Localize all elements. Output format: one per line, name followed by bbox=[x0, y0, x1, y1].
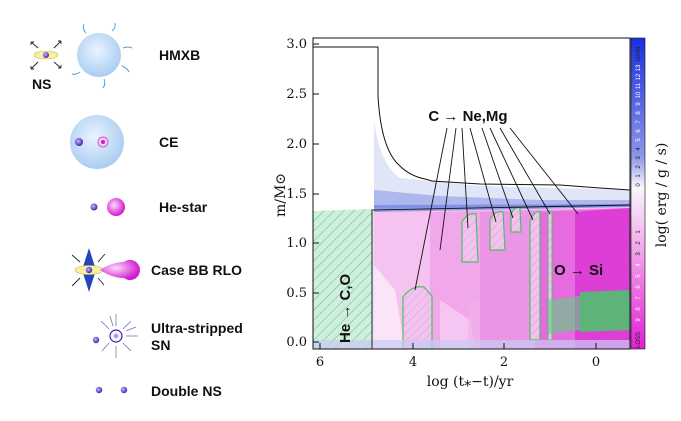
colorbar-tick-label: 13 bbox=[636, 64, 642, 71]
y-tick-label: 2.0 bbox=[286, 137, 307, 152]
legend-label-ce: CE bbox=[159, 134, 178, 150]
case-bb-rlo-icon bbox=[71, 248, 140, 292]
x-axis-label: log (t⁎−t)/yr bbox=[427, 374, 514, 390]
colorbar-tick-label: 4 bbox=[636, 147, 642, 151]
y-tick-label: 0.5 bbox=[286, 286, 307, 301]
y-tick-marks bbox=[313, 43, 319, 343]
colorbar-tick-label: 7 bbox=[636, 296, 642, 300]
x-tick-label: 2 bbox=[500, 355, 508, 370]
colorbar-tick-label: 9 bbox=[636, 318, 642, 322]
colorbar-tick-label: 11 bbox=[636, 82, 642, 89]
annotation-oxygen-burning: O → Si bbox=[554, 262, 603, 279]
legend-label-he-star: He-star bbox=[159, 199, 208, 215]
y-tick-labels: 0.0 0.5 1.0 1.5 2.0 2.5 3.0 bbox=[286, 37, 307, 350]
colorbar-tick-label: 0 bbox=[636, 183, 642, 187]
x-tick-label: 6 bbox=[316, 355, 324, 370]
colorbar-tick-label: 3 bbox=[636, 252, 642, 256]
total-mass-line bbox=[313, 46, 630, 191]
y-tick-label: 1.5 bbox=[286, 187, 307, 202]
colorbar-tick-label: 4 bbox=[636, 263, 642, 267]
legend-label-ultra-stripped-line1: Ultra-stripped bbox=[151, 320, 243, 336]
colorbar-gain-label: GAIN bbox=[636, 47, 642, 62]
legend-label-ultra-stripped-line2: SN bbox=[151, 337, 170, 353]
colorbar-label: log( erg / g / s) bbox=[654, 143, 670, 248]
legend-label-double-ns: Double NS bbox=[151, 383, 222, 399]
colorbar-tick-label: 6 bbox=[636, 285, 642, 289]
colorbar-tick-label: 2 bbox=[636, 165, 642, 169]
colorbar-tick-label: 5 bbox=[636, 274, 642, 278]
colorbar-loss-label: LOSS bbox=[636, 332, 642, 348]
annotation-leader-lines bbox=[414, 127, 579, 291]
colorbar-tick-label: 8 bbox=[636, 307, 642, 311]
kippenhahn-plot: C → Ne,Mg O → Si He → C,O 0.0 0.5 1.0 1.… bbox=[273, 37, 631, 390]
he-burning-region bbox=[313, 209, 372, 349]
ultra-stripped-sn-icon bbox=[92, 314, 138, 358]
colorbar-tick-label: 1 bbox=[636, 230, 642, 234]
double-ns-icon bbox=[95, 386, 128, 394]
common-envelope-icon bbox=[70, 115, 124, 169]
x-tick-label: 4 bbox=[409, 355, 417, 370]
y-axis-label: m/M⊙ bbox=[273, 173, 289, 217]
hmxb-icon bbox=[30, 22, 133, 89]
y-tick-label: 3.0 bbox=[286, 37, 307, 52]
colorbar-tick-label: 1 bbox=[636, 174, 642, 178]
y-tick-label: 1.0 bbox=[286, 236, 307, 251]
colorbar-tick-label: 3 bbox=[636, 156, 642, 160]
legend-label-hmxb: HMXB bbox=[159, 47, 200, 63]
colorbar-tick-label: 5 bbox=[636, 138, 642, 142]
legend-panel: HMXB NS CE He-star Case BB bbox=[30, 22, 243, 399]
colorbar-gradient bbox=[630, 37, 646, 350]
legend-label-ns: NS bbox=[32, 76, 51, 92]
core-boundary-line bbox=[371, 204, 630, 349]
colorbar-tick-label: 10 bbox=[636, 91, 642, 98]
colorbar-tick-label: 2 bbox=[636, 241, 642, 245]
colorbar-tick-label: 12 bbox=[636, 73, 642, 80]
colorbar-tick-label: 9 bbox=[636, 102, 642, 106]
he-star-icon bbox=[90, 198, 125, 216]
y-tick-label: 0.0 bbox=[286, 335, 307, 350]
x-tick-label: 0 bbox=[592, 355, 600, 370]
y-tick-label: 2.5 bbox=[286, 87, 307, 102]
annotation-carbon-burning: C → Ne,Mg bbox=[428, 108, 507, 125]
legend-label-case-bb-rlo: Case BB RLO bbox=[151, 262, 242, 278]
annotation-helium-burning: He → C,O bbox=[337, 273, 354, 343]
colorbar-tick-label: 7 bbox=[636, 120, 642, 124]
colorbar-tick-label: 6 bbox=[636, 129, 642, 133]
x-tick-labels: 6 4 2 0 bbox=[316, 355, 600, 370]
x-tick-marks bbox=[319, 343, 597, 349]
o-burning-convection bbox=[580, 290, 630, 349]
colorbar-tick-label: 8 bbox=[636, 111, 642, 115]
plot-fills bbox=[313, 120, 630, 349]
